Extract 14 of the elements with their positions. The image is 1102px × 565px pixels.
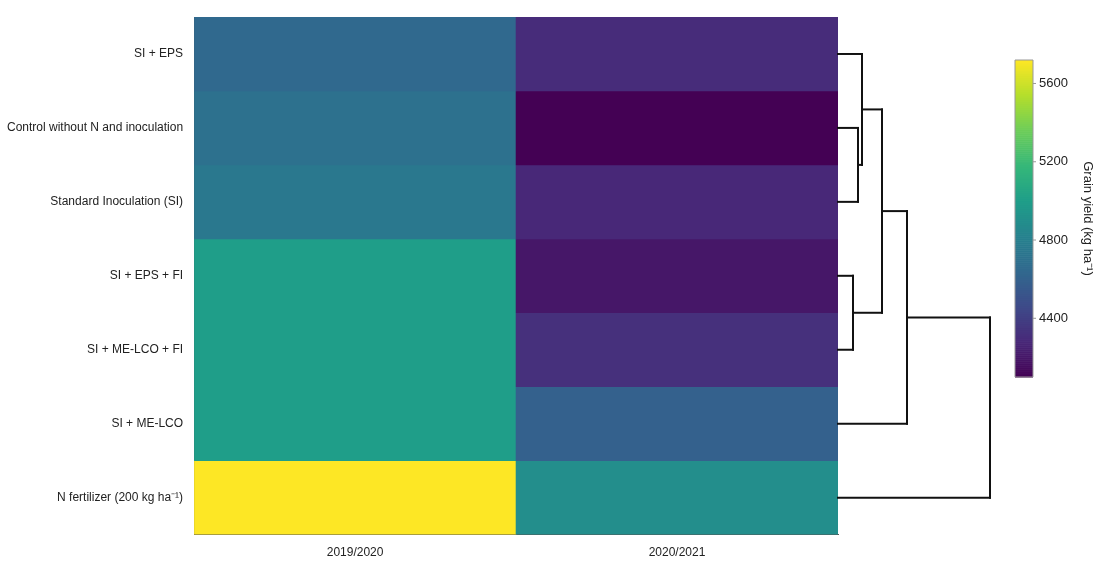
y-tick-label: SI + EPS + FI bbox=[109, 268, 184, 283]
y-tick-label: Control without N and inoculation bbox=[6, 120, 184, 135]
color-bar-label: 4400 bbox=[1039, 309, 1068, 325]
y-tick-label: SI + ME-LCO bbox=[111, 416, 184, 430]
color-bar-label: 4800 bbox=[1039, 231, 1068, 247]
y-tick-label: SI + ME-LCO + FI bbox=[87, 342, 184, 357]
x-tick-label: 2019/2020 bbox=[326, 545, 384, 560]
color-bar-label: 5600 bbox=[1039, 75, 1068, 91]
color-bar-title: Grain yield (kg ha⁻¹) bbox=[1081, 161, 1097, 276]
y-tick-label: SI + EPS bbox=[134, 46, 184, 61]
x-tick-label: 2020/2021 bbox=[648, 545, 706, 560]
color-bar-label: 5200 bbox=[1039, 153, 1068, 169]
y-tick-label: Standard Inoculation (SI) bbox=[50, 194, 184, 209]
y-tick-label: N fertilizer (200 kg ha⁻¹) bbox=[57, 489, 184, 504]
